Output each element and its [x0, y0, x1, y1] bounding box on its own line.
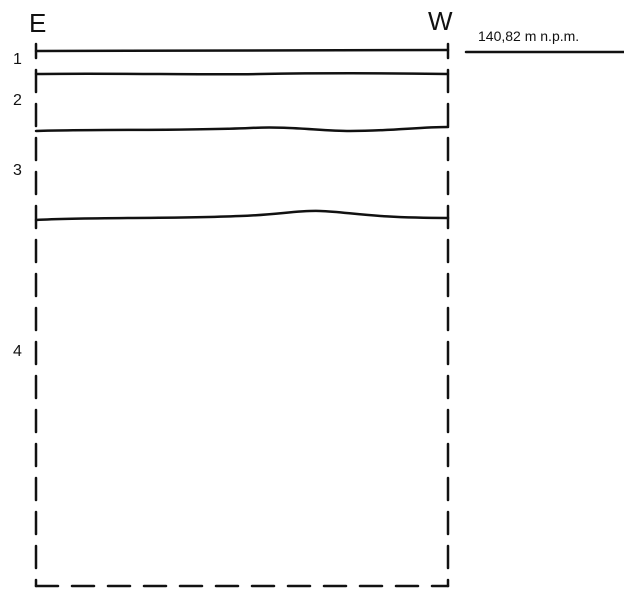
top-surface-line — [34, 48, 450, 53]
layer-label-2: 2 — [13, 92, 22, 109]
layer-label-1: 1 — [13, 51, 22, 68]
layer-label-3: 3 — [13, 162, 22, 179]
direction-label-west: W — [428, 6, 453, 36]
layer-label-4: 4 — [13, 343, 22, 360]
boundary-layer-3-4 — [34, 209, 450, 222]
elevation-label: 140,82 m n.p.m. — [478, 28, 580, 44]
boundary-layer-2-3 — [34, 125, 450, 133]
boundary-layer-1-2 — [34, 72, 450, 76]
direction-label-east: E — [29, 8, 47, 38]
